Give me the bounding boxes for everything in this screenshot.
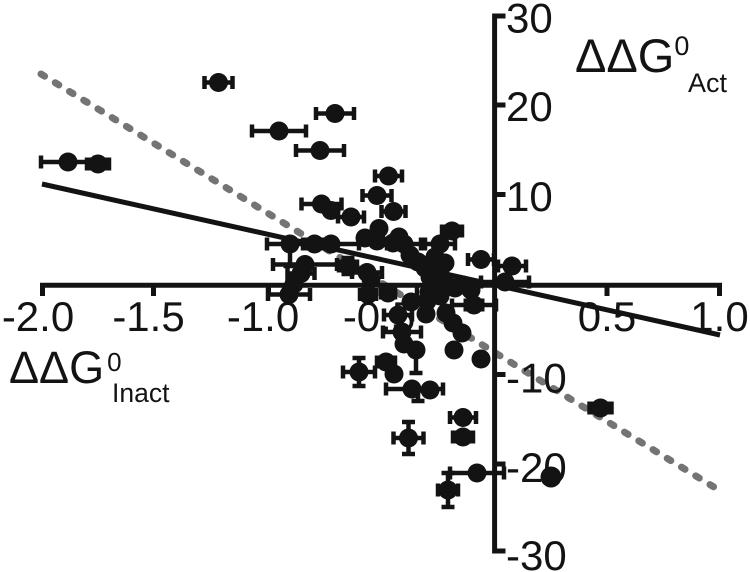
- svg-text:Act: Act: [688, 68, 728, 98]
- svg-text:1.0: 1.0: [690, 293, 748, 340]
- svg-text:0.5: 0.5: [578, 293, 636, 340]
- svg-text:10: 10: [506, 173, 553, 220]
- svg-text:Inact: Inact: [112, 378, 170, 408]
- svg-text:ΔΔG0: ΔΔG0: [9, 342, 122, 393]
- svg-text:-2.0: -2.0: [2, 293, 74, 340]
- svg-text:30: 30: [506, 0, 553, 42]
- svg-text:-30: -30: [506, 532, 567, 572]
- svg-text:20: 20: [506, 83, 553, 130]
- svg-text:-1.5: -1.5: [112, 293, 184, 340]
- svg-text:ΔΔG0: ΔΔG0: [575, 29, 689, 82]
- svg-text:-10: -10: [506, 355, 567, 402]
